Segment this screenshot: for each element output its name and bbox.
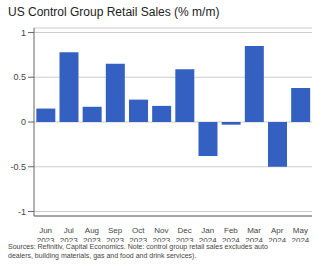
svg-text:May2024: May2024	[292, 226, 310, 242]
svg-text:Jan2024: Jan2024	[199, 226, 217, 242]
svg-text:Sep2023: Sep2023	[106, 226, 124, 242]
html-text:US Control Group Retail Sales: US Control Group Retail Sales (% m/m)	[8, 5, 220, 19]
svg-text:0.5: 0.5	[13, 72, 26, 82]
svg-text:Mar2024: Mar2024	[245, 226, 263, 242]
svg-text:Aug2023: Aug2023	[83, 226, 101, 242]
svg-text:-0.5: -0.5	[10, 162, 26, 172]
svg-text:Apr2024: Apr2024	[268, 226, 286, 242]
svg-text:1: 1	[21, 28, 26, 38]
svg-text:-1: -1	[18, 207, 26, 217]
svg-text:Dec2023: Dec2023	[176, 226, 194, 242]
svg-text:Feb2024: Feb2024	[222, 226, 240, 242]
svg-text:Nov2023: Nov2023	[153, 226, 171, 242]
svg-text:Jul2023: Jul2023	[60, 226, 78, 242]
svg-text:Jun2023: Jun2023	[37, 226, 55, 242]
html-text:Sources: Refinitiv, Capital Ec: Sources: Refinitiv, Capital Economics. N…	[8, 243, 268, 259]
svg-text:Oct2023: Oct2023	[129, 226, 147, 242]
svg-text:0: 0	[21, 117, 26, 127]
